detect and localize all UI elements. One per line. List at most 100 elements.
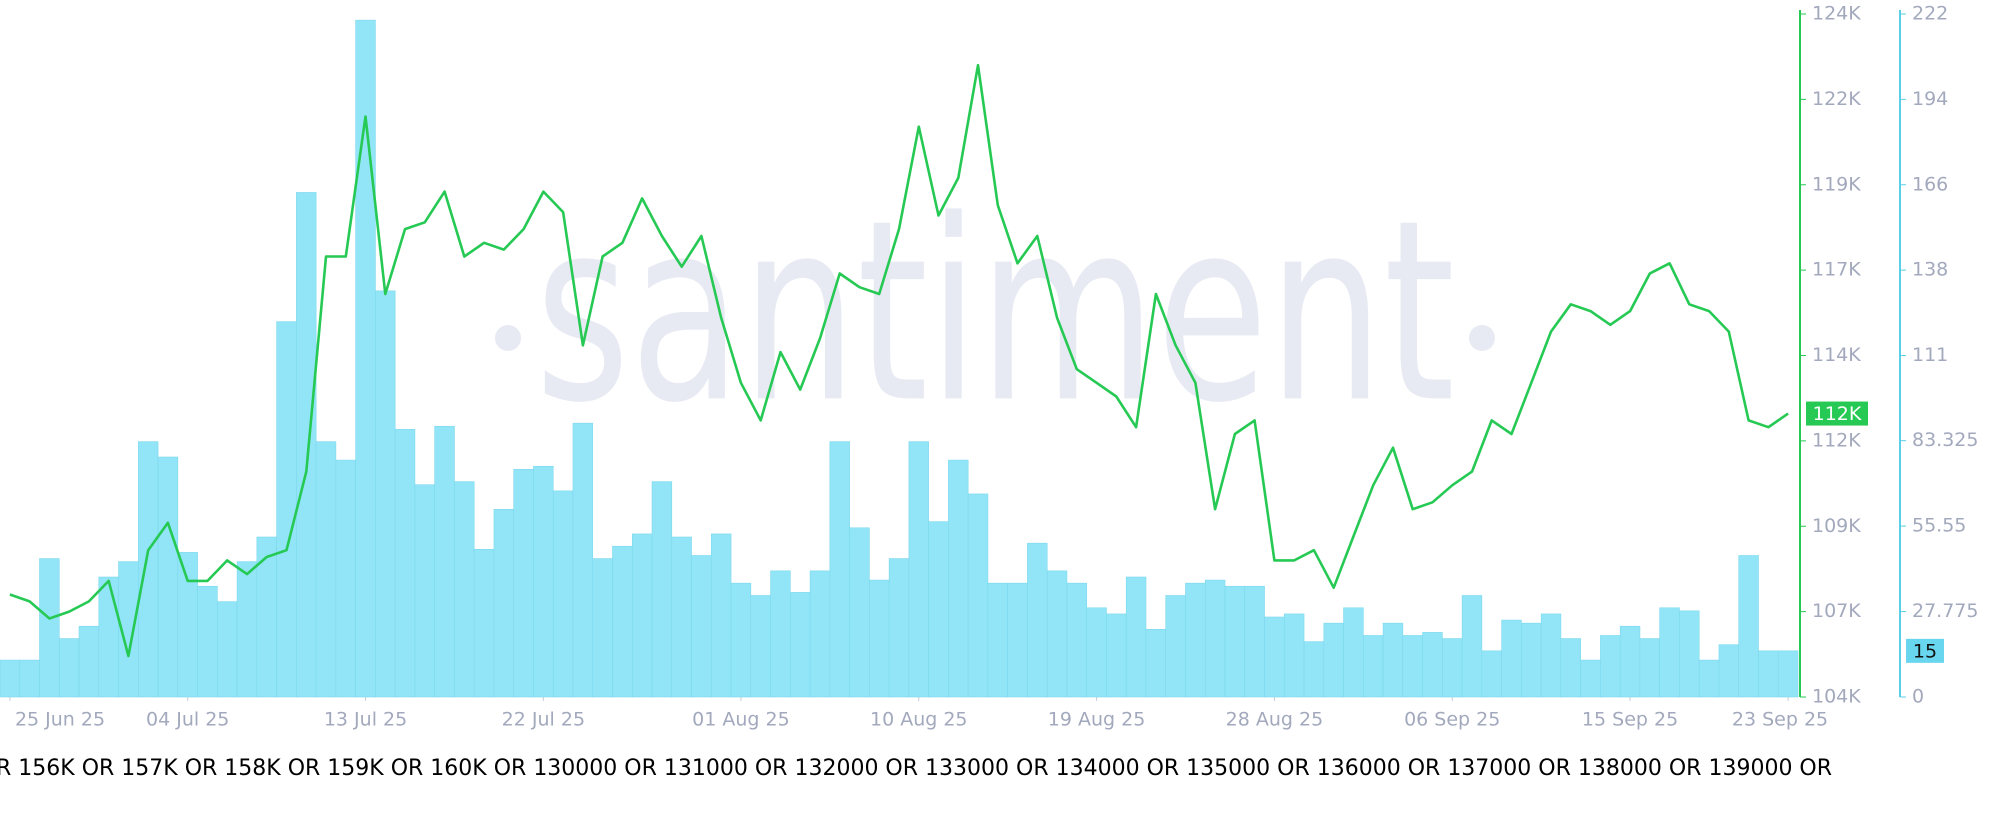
x-tick-label: 13 Jul 25	[324, 709, 407, 731]
bar	[1106, 613, 1127, 698]
x-tick-label: 22 Jul 25	[502, 709, 585, 731]
y-tick-label: 119K	[1812, 173, 1861, 195]
bar	[493, 509, 515, 698]
bar	[98, 576, 119, 698]
query-text: R 156K OR 157K OR 158K OR 159K OR 160K O…	[0, 756, 1833, 781]
y-tick-label: 124K	[1812, 3, 1861, 25]
bar	[1718, 644, 1740, 698]
bar	[928, 521, 949, 698]
bar	[177, 552, 198, 698]
bar	[592, 558, 613, 698]
bar	[1758, 650, 1779, 698]
y2-tick-label: 0	[1912, 686, 1924, 708]
bar	[1659, 607, 1680, 698]
bar	[1185, 582, 1206, 698]
bar	[809, 570, 831, 698]
bar	[1540, 613, 1562, 698]
bar	[948, 459, 969, 698]
x-tick-label: 19 Aug 25	[1048, 709, 1146, 731]
bar	[1698, 659, 1720, 698]
y2-tick-label: 166	[1912, 173, 1948, 195]
y2-tick-label: 111	[1912, 344, 1948, 366]
bar	[1442, 638, 1463, 698]
bar	[1560, 638, 1581, 698]
y-tick-label: 122K	[1812, 88, 1861, 110]
bar	[1066, 582, 1088, 698]
bar	[829, 441, 850, 698]
bar	[552, 490, 574, 698]
bar	[1323, 622, 1344, 698]
bar	[908, 441, 929, 698]
x-tick-label: 23 Sep 25	[1732, 709, 1828, 731]
last-value-badge	[1806, 401, 1868, 426]
bar	[1363, 635, 1384, 698]
y2-tick-label: 27.775	[1912, 600, 1978, 622]
bar	[631, 533, 653, 698]
watermark-dot	[495, 325, 521, 351]
y-tick-label: 109K	[1812, 515, 1861, 537]
last-value-label: 112K	[1813, 403, 1862, 425]
bar	[1382, 622, 1404, 698]
bar	[1521, 622, 1542, 698]
bar	[197, 585, 218, 698]
bar	[533, 465, 554, 698]
bar	[1086, 607, 1107, 698]
bar	[1224, 585, 1246, 698]
bar	[691, 555, 712, 698]
y-tick-label: 112K	[1812, 429, 1861, 451]
x-tick-label: 10 Aug 25	[870, 709, 968, 731]
bar	[1264, 616, 1285, 698]
x-tick-label: 25 Jun 25	[15, 709, 105, 731]
bar	[710, 533, 732, 698]
bar	[572, 422, 594, 698]
bar	[750, 595, 771, 698]
bar	[375, 290, 396, 698]
bar	[1125, 576, 1147, 698]
bar	[1165, 595, 1186, 698]
bar	[967, 493, 989, 698]
bar	[1501, 619, 1522, 698]
watermark-dot	[1469, 325, 1495, 351]
y-tick-label: 107K	[1812, 600, 1861, 622]
watermark-group: santiment	[495, 166, 1495, 457]
y-tick-label: 104K	[1812, 686, 1861, 708]
bar	[651, 481, 673, 698]
y2-tick-label: 194	[1912, 88, 1948, 110]
x-tick-label: 15 Sep 25	[1582, 709, 1678, 731]
bar	[1481, 650, 1502, 698]
bar	[1639, 638, 1660, 698]
bar	[473, 549, 495, 698]
bar	[1402, 635, 1423, 698]
bar	[256, 536, 277, 698]
bar	[1027, 542, 1048, 698]
bar	[1303, 641, 1325, 698]
chart: santiment 104K 107K 109K 112K 114K 117K 119K 12…	[0, 3, 1978, 731]
bar	[1422, 632, 1443, 698]
x-tick-label: 04 Jul 25	[146, 709, 229, 731]
bar	[730, 582, 752, 698]
bar	[1343, 607, 1364, 698]
y2-tick-label: 83.325	[1912, 429, 1978, 451]
bar	[987, 582, 1008, 698]
bar	[612, 545, 633, 698]
bar	[157, 456, 179, 698]
x-tick-label: 28 Aug 25	[1226, 709, 1324, 731]
bar	[1600, 635, 1621, 698]
bar	[414, 484, 435, 698]
bar	[276, 321, 297, 698]
bar	[296, 192, 317, 698]
bar	[1283, 613, 1305, 698]
bar	[1204, 579, 1226, 698]
bar	[1738, 555, 1759, 698]
bar	[315, 441, 337, 698]
bar	[19, 659, 40, 698]
bar	[78, 625, 100, 698]
bar	[1244, 585, 1265, 698]
bar	[513, 469, 534, 698]
watermark: santiment	[535, 166, 1455, 457]
bar	[236, 561, 258, 698]
bar	[1679, 610, 1700, 698]
y2-tick-label: 138	[1912, 259, 1948, 281]
bar	[888, 558, 910, 698]
bar	[1580, 659, 1601, 698]
